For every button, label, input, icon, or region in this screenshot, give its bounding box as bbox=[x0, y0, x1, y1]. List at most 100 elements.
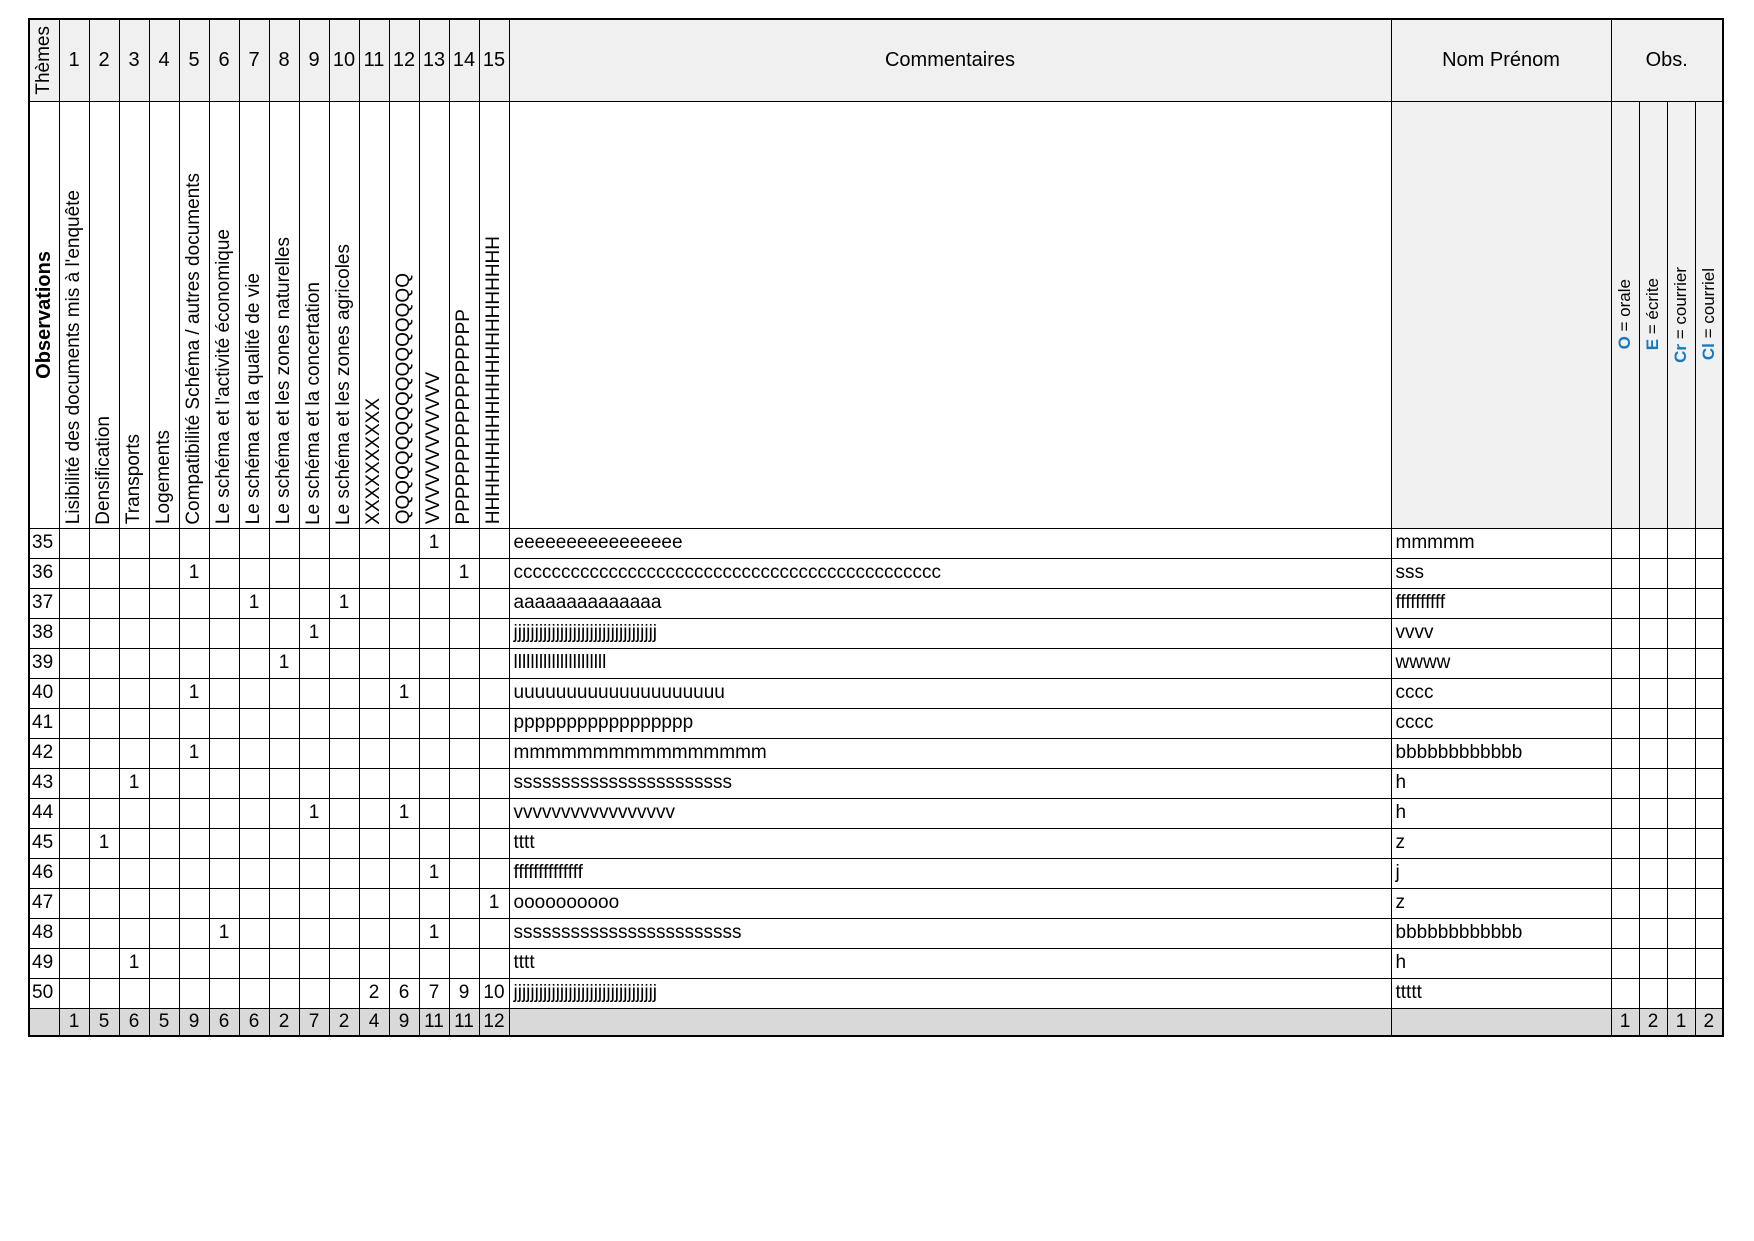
observations-header-label: Observations bbox=[32, 250, 55, 379]
comment-cell: tttt bbox=[508, 947, 1392, 979]
theme-mark-cell bbox=[388, 857, 420, 889]
theme-mark-cell: 1 bbox=[208, 917, 240, 949]
theme-number-header: 14 bbox=[448, 18, 480, 102]
obs-cell bbox=[1638, 557, 1668, 589]
theme-mark-cell bbox=[148, 527, 180, 559]
theme-mark-cell bbox=[328, 617, 360, 649]
table-row: 44 1 1 vvvvvvvvvvvvvvvvv h bbox=[28, 797, 1724, 829]
obs-cell bbox=[1694, 917, 1724, 949]
theme-mark-cell bbox=[478, 857, 510, 889]
theme-mark-cell bbox=[118, 557, 150, 589]
theme-title-label: HHHHHHHHHHHHHHHHHHHHH bbox=[483, 236, 505, 525]
theme-title-label: Le schéma et les zones naturelles bbox=[273, 237, 295, 525]
theme-mark-cell bbox=[208, 737, 240, 769]
theme-mark-cell bbox=[328, 977, 360, 1009]
theme-title-label: VVVVVVVVVVVV bbox=[423, 372, 445, 525]
comment-cell: eeeeeeeeeeeeeeee bbox=[508, 527, 1392, 559]
theme-total-cell: 2 bbox=[268, 1007, 300, 1037]
table-row: 36 1 1 cccccccccccccccccccccccccccccccccccc… bbox=[28, 557, 1724, 589]
theme-mark-cell bbox=[448, 587, 480, 619]
theme-mark-cell: 1 bbox=[448, 557, 480, 589]
theme-mark-cell bbox=[358, 707, 390, 739]
theme-mark-cell bbox=[478, 947, 510, 979]
theme-mark-cell bbox=[88, 647, 120, 679]
obs-cell bbox=[1666, 617, 1696, 649]
theme-mark-cell bbox=[238, 527, 270, 559]
obs-cell bbox=[1666, 947, 1696, 979]
obs-cell bbox=[1610, 677, 1640, 709]
theme-mark-cell bbox=[328, 557, 360, 589]
theme-mark-cell bbox=[178, 707, 210, 739]
theme-mark-cell bbox=[238, 647, 270, 679]
table-row: 46 1 ffffffffffffff j bbox=[28, 857, 1724, 889]
theme-mark-cell bbox=[268, 977, 300, 1009]
obs-cell bbox=[1638, 587, 1668, 619]
theme-mark-cell bbox=[388, 887, 420, 919]
commentaires-spacer-cell bbox=[508, 100, 1392, 529]
theme-mark-cell bbox=[328, 797, 360, 829]
obs-cell bbox=[1638, 947, 1668, 979]
theme-mark-cell bbox=[358, 647, 390, 679]
theme-mark-cell bbox=[88, 917, 120, 949]
theme-mark-cell bbox=[388, 527, 420, 559]
theme-total-cell: 12 bbox=[478, 1007, 510, 1037]
totals-label-cell bbox=[28, 1007, 60, 1037]
theme-mark-cell bbox=[88, 557, 120, 589]
theme-mark-cell bbox=[148, 587, 180, 619]
theme-mark-cell bbox=[448, 617, 480, 649]
obs-cell bbox=[1610, 977, 1640, 1009]
theme-mark-cell bbox=[148, 947, 180, 979]
theme-mark-cell bbox=[268, 797, 300, 829]
nom-prenom-header: Nom Prénom bbox=[1390, 18, 1612, 102]
theme-mark-cell bbox=[448, 737, 480, 769]
table-row: 49 1 tttt h bbox=[28, 947, 1724, 979]
obs-cell bbox=[1694, 827, 1724, 859]
obs-cell bbox=[1638, 827, 1668, 859]
theme-mark-cell bbox=[448, 827, 480, 859]
obs-header: Obs. bbox=[1610, 18, 1724, 102]
obs-cell bbox=[1666, 857, 1696, 889]
theme-mark-cell bbox=[58, 917, 90, 949]
theme-mark-cell: 1 bbox=[178, 677, 210, 709]
theme-title-label: Le schéma et les zones agricoles bbox=[333, 243, 355, 525]
theme-mark-cell: 1 bbox=[478, 887, 510, 919]
theme-mark-cell bbox=[148, 557, 180, 589]
theme-mark-cell bbox=[328, 737, 360, 769]
theme-mark-cell bbox=[298, 857, 330, 889]
theme-mark-cell bbox=[358, 857, 390, 889]
theme-mark-cell bbox=[418, 587, 450, 619]
obs-cell bbox=[1666, 527, 1696, 559]
theme-mark-cell bbox=[148, 797, 180, 829]
header-row: Thèmes 1 2 3 4 5 6 7 8 9 10 11 12 13 14 15 Commentaires… bbox=[28, 18, 1724, 102]
theme-mark-cell bbox=[478, 917, 510, 949]
theme-mark-cell bbox=[388, 707, 420, 739]
theme-mark-cell bbox=[148, 677, 180, 709]
theme-mark-cell: 1 bbox=[238, 587, 270, 619]
comment-cell: mmmmmmmmmmmmmmmm bbox=[508, 737, 1392, 769]
theme-mark-cell bbox=[88, 617, 120, 649]
theme-titles-row: Observations Lisibilité des documents mi… bbox=[28, 100, 1724, 529]
comment-cell: ffffffffffffff bbox=[508, 857, 1392, 889]
theme-mark-cell bbox=[88, 977, 120, 1009]
theme-mark-cell bbox=[298, 977, 330, 1009]
row-number: 50 bbox=[28, 977, 60, 1009]
obs-cell bbox=[1610, 797, 1640, 829]
obs-cell bbox=[1638, 707, 1668, 739]
theme-mark-cell bbox=[178, 767, 210, 799]
theme-mark-cell bbox=[388, 767, 420, 799]
obs-legend-cell-courriel: Cl = courriel bbox=[1694, 100, 1724, 529]
theme-mark-cell: 9 bbox=[448, 977, 480, 1009]
theme-mark-cell bbox=[208, 647, 240, 679]
row-number: 47 bbox=[28, 887, 60, 919]
obs-cell bbox=[1610, 647, 1640, 679]
theme-mark-cell bbox=[208, 677, 240, 709]
theme-mark-cell bbox=[208, 557, 240, 589]
theme-mark-cell bbox=[478, 587, 510, 619]
theme-mark-cell bbox=[268, 737, 300, 769]
theme-mark-cell bbox=[328, 647, 360, 679]
comment-cell: ppppppppppppppppp bbox=[508, 707, 1392, 739]
theme-number-header: 3 bbox=[118, 18, 150, 102]
obs-cell bbox=[1610, 527, 1640, 559]
theme-mark-cell: 1 bbox=[418, 917, 450, 949]
theme-mark-cell bbox=[418, 797, 450, 829]
